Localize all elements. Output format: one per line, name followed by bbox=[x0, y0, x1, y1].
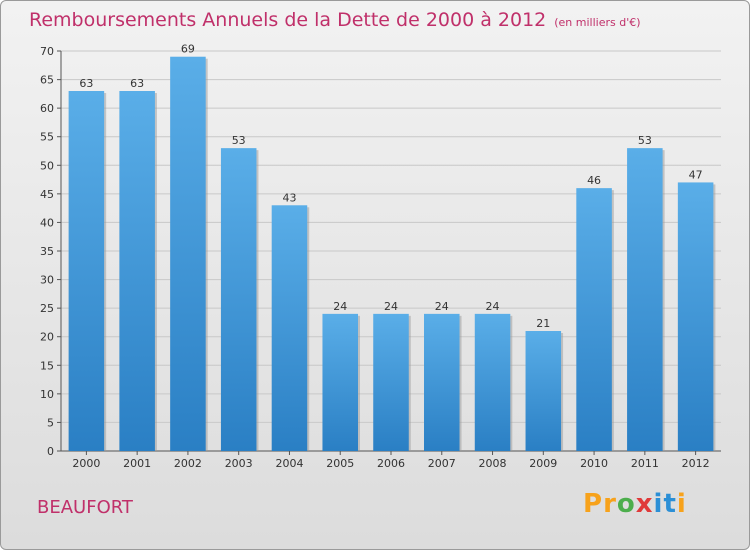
x-tick-label: 2006 bbox=[377, 457, 405, 470]
bar bbox=[373, 313, 409, 451]
chart-unit: (en milliers d'€) bbox=[554, 16, 641, 29]
bar bbox=[271, 205, 308, 451]
value-label: 46 bbox=[587, 174, 601, 187]
y-tick-label: 55 bbox=[40, 131, 54, 144]
value-label: 24 bbox=[486, 300, 500, 313]
x-tick-label: 2004 bbox=[275, 457, 303, 470]
logo-letter: i bbox=[653, 489, 664, 519]
value-label: 43 bbox=[282, 191, 296, 204]
value-label: 69 bbox=[181, 43, 195, 56]
y-tick-label: 0 bbox=[47, 445, 54, 458]
logo-letter: i bbox=[676, 489, 687, 519]
x-tick-label: 2008 bbox=[479, 457, 507, 470]
bar bbox=[576, 188, 612, 451]
logo-letter: o bbox=[616, 489, 636, 519]
value-label: 24 bbox=[384, 300, 398, 313]
x-tick-label: 2000 bbox=[72, 457, 100, 470]
value-label: 63 bbox=[79, 77, 93, 90]
logo-letter: x bbox=[635, 489, 654, 519]
y-tick-label: 10 bbox=[40, 388, 54, 401]
city-name: BEAUFORT bbox=[37, 497, 133, 518]
value-label: 24 bbox=[435, 300, 449, 313]
bar bbox=[525, 331, 562, 451]
y-tick-label: 20 bbox=[40, 331, 54, 344]
y-tick-label: 15 bbox=[40, 359, 54, 372]
y-tick-label: 40 bbox=[40, 216, 54, 229]
value-label: 63 bbox=[130, 77, 144, 90]
x-tick-label: 2009 bbox=[529, 457, 557, 470]
x-tick-label: 2007 bbox=[428, 457, 456, 470]
y-tick-label: 65 bbox=[40, 74, 54, 87]
bar bbox=[474, 313, 511, 451]
chart-title-text: Remboursements Annuels de la Dette de 20… bbox=[29, 9, 547, 31]
bar bbox=[170, 56, 206, 451]
bar bbox=[119, 91, 155, 451]
y-tick-label: 30 bbox=[40, 274, 54, 287]
x-tick-label: 2003 bbox=[225, 457, 253, 470]
value-label: 53 bbox=[232, 134, 246, 147]
bar bbox=[68, 91, 105, 451]
labels: 0 5 10 15 20 25 30 35 40 45 50 55 60 65 70 63 2000 63 2001… bbox=[40, 43, 710, 470]
value-label: 24 bbox=[333, 300, 347, 313]
bar bbox=[677, 182, 714, 451]
y-tick-label: 5 bbox=[47, 416, 54, 429]
bar bbox=[322, 313, 358, 451]
bar bbox=[424, 313, 460, 451]
y-tick-label: 60 bbox=[40, 102, 54, 115]
x-tick-label: 2011 bbox=[631, 457, 659, 470]
chart-title: Remboursements Annuels de la Dette de 20… bbox=[29, 9, 641, 31]
y-tick-label: 35 bbox=[40, 245, 54, 258]
x-tick-label: 2010 bbox=[580, 457, 608, 470]
bar bbox=[220, 148, 257, 451]
x-tick-label: 2012 bbox=[682, 457, 710, 470]
bar bbox=[627, 148, 663, 451]
value-label: 47 bbox=[689, 168, 703, 181]
x-tick-label: 2001 bbox=[123, 457, 151, 470]
y-tick-label: 50 bbox=[40, 159, 54, 172]
y-tick-label: 45 bbox=[40, 188, 54, 201]
logo-letter: P bbox=[583, 489, 604, 519]
y-tick-label: 70 bbox=[40, 45, 54, 58]
logo-letter: r bbox=[603, 489, 617, 519]
x-tick-label: 2005 bbox=[326, 457, 354, 470]
proxiti-logo[interactable]: Proxiti bbox=[583, 489, 687, 519]
x-tick-label: 2002 bbox=[174, 457, 202, 470]
logo-letter: t bbox=[663, 489, 677, 519]
value-label: 53 bbox=[638, 134, 652, 147]
value-label: 21 bbox=[536, 317, 550, 330]
bars bbox=[68, 56, 716, 451]
y-tick-label: 25 bbox=[40, 302, 54, 315]
